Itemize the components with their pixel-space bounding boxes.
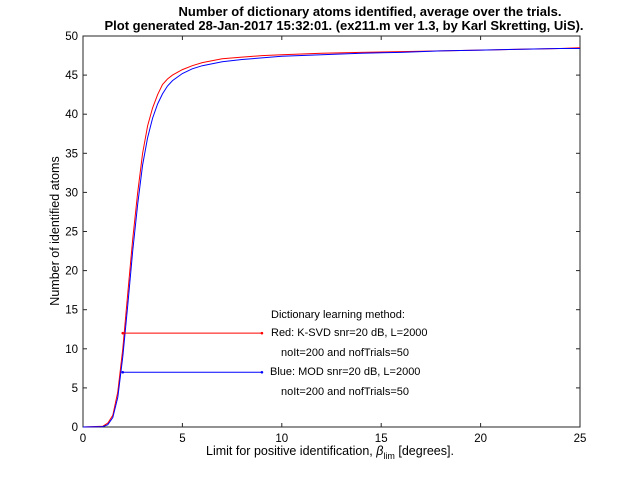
- legend-line-endpoint: [260, 331, 264, 335]
- x-tick-label: 5: [179, 433, 185, 445]
- y-tick-label: 40: [65, 109, 78, 121]
- series-line-red: [82, 47, 581, 428]
- annotation-heading: Dictionary learning method:: [271, 309, 405, 321]
- plot-area: [82, 35, 581, 428]
- annotation-blue-params: noIt=200 and nofTrials=50: [281, 386, 409, 398]
- y-tick-label: 35: [65, 148, 78, 160]
- y-tick-label: 15: [65, 305, 78, 317]
- y-axis-label: Number of identified atoms: [48, 156, 62, 305]
- legend-line-endpoint: [121, 370, 125, 374]
- x-tick-label: 0: [80, 433, 86, 445]
- x-axis-label-text: Limit for positive identification,: [206, 444, 376, 458]
- x-tick-label: 15: [375, 433, 388, 445]
- legend-lines: [121, 331, 264, 374]
- legend-line-endpoint: [121, 331, 125, 335]
- y-tick-label: 5: [72, 383, 78, 395]
- y-axis-ticks: 0 5 10 15 20 25 30 35 40 45 50: [65, 31, 580, 434]
- x-axis-label-subscript: lim: [383, 451, 395, 461]
- x-axis-label: Limit for positive identification, βlim …: [206, 444, 454, 461]
- x-axis-ticks: 0 5 10 15 20 25: [80, 36, 587, 445]
- annotation-red-method: Red: K-SVD snr=20 dB, L=2000: [271, 327, 428, 339]
- y-tick-label: 25: [65, 227, 78, 239]
- x-axis-label-suffix: [degrees].: [395, 444, 454, 458]
- x-tick-label: 20: [474, 433, 487, 445]
- y-tick-label: 30: [65, 187, 78, 199]
- chart-subtitle: Plot generated 28-Jan-2017 15:32:01. (ex…: [104, 18, 583, 33]
- y-tick-label: 45: [65, 70, 78, 82]
- series-line-blue: [82, 48, 580, 428]
- x-tick-label: 25: [574, 433, 587, 445]
- y-tick-label: 20: [65, 266, 78, 278]
- y-tick-label: 0: [72, 422, 78, 434]
- y-tick-label: 50: [65, 31, 78, 43]
- y-tick-label: 10: [65, 344, 78, 356]
- x-tick-label: 10: [275, 433, 288, 445]
- annotation-red-params: noIt=200 and nofTrials=50: [281, 347, 409, 359]
- x-axis-label-symbol: β: [375, 444, 383, 458]
- series-lines: [82, 47, 581, 428]
- annotation-blue-method: Blue: MOD snr=20 dB, L=2000: [270, 366, 420, 378]
- legend-line-endpoint: [260, 370, 264, 374]
- chart-title: Number of dictionary atoms identified, a…: [179, 4, 562, 19]
